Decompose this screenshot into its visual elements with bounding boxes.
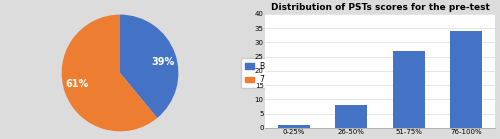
Bar bbox=[278, 125, 310, 128]
Title: Distribution of PSTs scores for the pre-test: Distribution of PSTs scores for the pre-… bbox=[270, 3, 490, 12]
Bar bbox=[336, 105, 367, 128]
Legend: Below 70%, 70% and above: Below 70%, 70% and above bbox=[241, 58, 324, 88]
Wedge shape bbox=[62, 15, 157, 131]
Bar bbox=[393, 51, 424, 128]
Bar bbox=[450, 31, 482, 128]
Text: 61%: 61% bbox=[65, 80, 88, 89]
Text: 39%: 39% bbox=[152, 57, 175, 66]
Wedge shape bbox=[120, 15, 178, 118]
